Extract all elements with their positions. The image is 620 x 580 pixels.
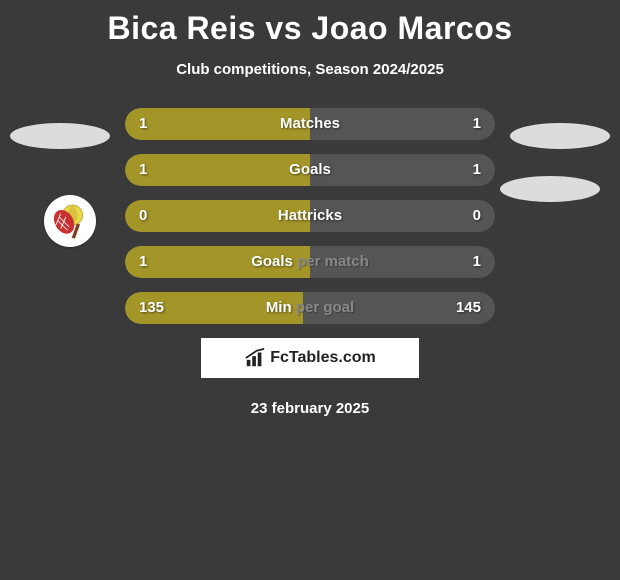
stat-value-right: 1	[473, 108, 481, 140]
stat-value-left: 135	[139, 292, 164, 324]
player2-name: Joao Marcos	[311, 10, 512, 46]
stat-value-right: 1	[473, 154, 481, 186]
stat-bar-right	[310, 246, 495, 278]
stat-value-left: 0	[139, 200, 147, 232]
stat-row: 00Hattricks	[125, 200, 495, 232]
stat-bar-left	[125, 108, 310, 140]
stat-row: 11Goals	[125, 154, 495, 186]
stat-value-right: 0	[473, 200, 481, 232]
stat-bar-left	[125, 246, 310, 278]
stat-value-left: 1	[139, 108, 147, 140]
stat-bar-right	[310, 200, 495, 232]
chart-icon	[244, 347, 266, 369]
stat-bar-left	[125, 154, 310, 186]
stat-bar-left	[125, 200, 310, 232]
sports-club-icon	[49, 200, 91, 242]
decorative-oval-0	[10, 123, 110, 149]
vs-text: vs	[265, 10, 302, 46]
stat-bar-right	[310, 108, 495, 140]
date-text: 23 february 2025	[0, 400, 620, 417]
decorative-oval-1	[510, 123, 610, 149]
stat-bar-right	[310, 154, 495, 186]
stat-value-right: 145	[456, 292, 481, 324]
stat-value-right: 1	[473, 246, 481, 278]
subtitle: Club competitions, Season 2024/2025	[0, 61, 620, 78]
stat-row: 11Goals per match	[125, 246, 495, 278]
stat-row: 11Matches	[125, 108, 495, 140]
page-title: Bica Reis vs Joao Marcos	[0, 0, 620, 47]
stat-value-left: 1	[139, 246, 147, 278]
stats-container: 11Matches11Goals00Hattricks11Goals per m…	[125, 108, 495, 324]
club-badge-left	[44, 195, 96, 247]
stat-value-left: 1	[139, 154, 147, 186]
player1-name: Bica Reis	[107, 10, 256, 46]
stat-row: 135145Min per goal	[125, 292, 495, 324]
decorative-oval-2	[500, 176, 600, 202]
brand-box[interactable]: FcTables.com	[201, 338, 419, 378]
brand-text: FcTables.com	[270, 349, 376, 367]
